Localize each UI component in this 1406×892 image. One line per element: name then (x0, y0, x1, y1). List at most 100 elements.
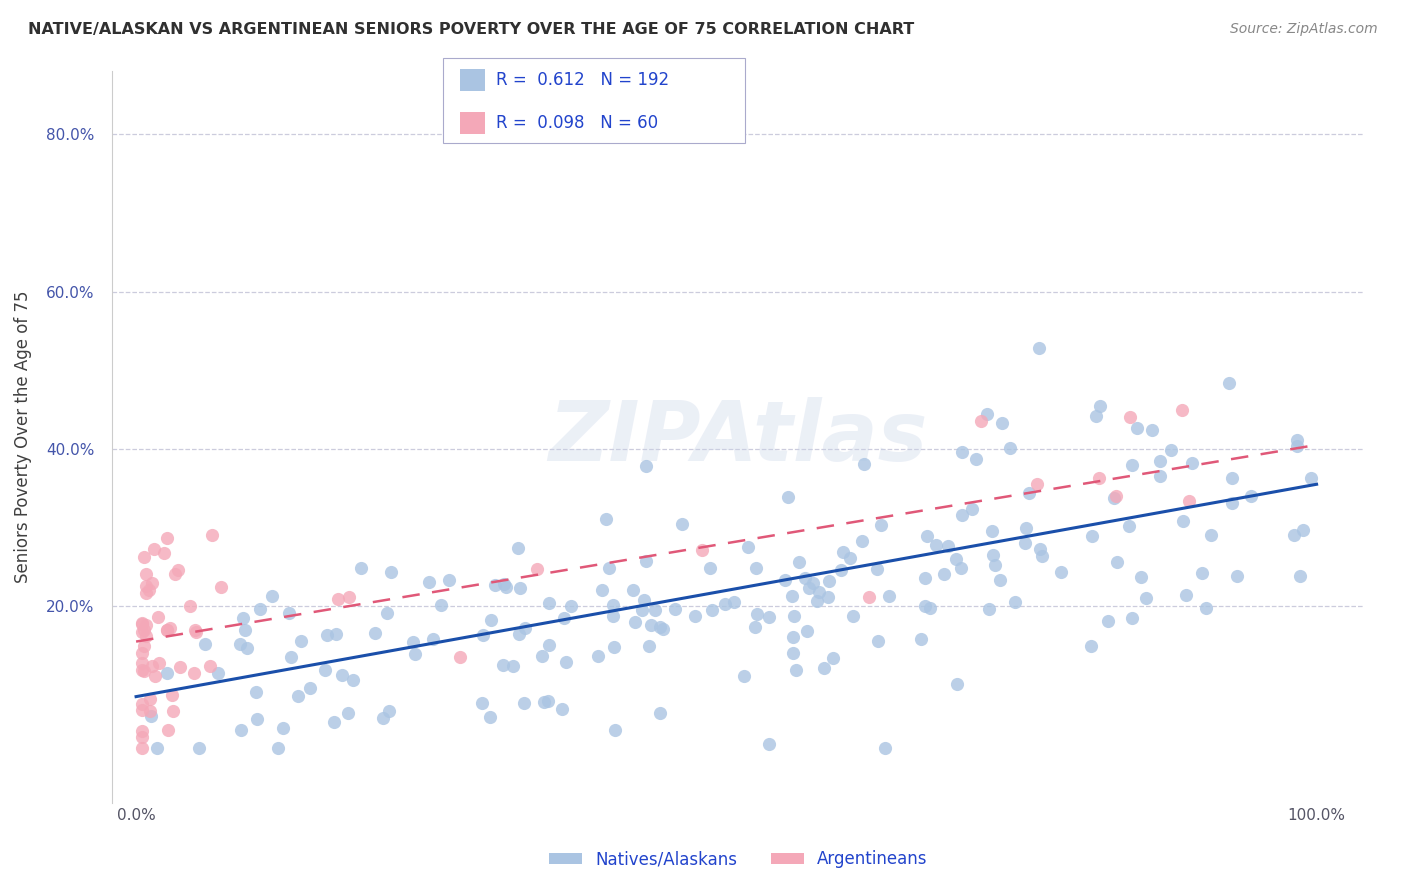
Point (260, 589, 283, 603)
Point (1028, 341, 1050, 355)
Point (139, 704, 162, 718)
Point (184, 625, 207, 640)
Point (1129, 570, 1152, 584)
Point (773, 573, 796, 587)
Point (229, 637, 252, 651)
Point (330, 668, 353, 682)
Point (1292, 523, 1315, 537)
Point (602, 598, 624, 612)
Point (131, 740, 153, 755)
Point (830, 563, 852, 577)
Point (640, 618, 662, 632)
Point (157, 723, 180, 738)
Point (690, 542, 713, 557)
Point (143, 669, 166, 683)
Point (131, 697, 153, 711)
Point (634, 554, 657, 568)
Point (1288, 569, 1310, 583)
Point (134, 623, 156, 637)
Point (714, 598, 737, 612)
Point (1018, 486, 1040, 500)
Point (868, 634, 890, 648)
Point (1121, 611, 1143, 625)
Point (290, 633, 312, 648)
Point (699, 561, 721, 575)
Point (1142, 423, 1164, 437)
Point (131, 625, 153, 640)
Point (950, 445, 973, 459)
Point (785, 663, 807, 677)
Point (782, 630, 804, 644)
Point (429, 599, 451, 613)
Point (554, 655, 576, 669)
Point (315, 628, 337, 642)
Point (949, 561, 972, 575)
Point (960, 502, 983, 516)
Point (1015, 520, 1038, 534)
Point (976, 407, 998, 421)
Point (1160, 443, 1182, 458)
Point (821, 650, 844, 665)
Text: R =  0.612   N = 192: R = 0.612 N = 192 (496, 71, 669, 89)
Point (131, 615, 153, 630)
Point (249, 602, 271, 616)
Point (983, 548, 1005, 562)
Point (484, 578, 506, 592)
Point (1121, 458, 1143, 472)
Point (977, 602, 1000, 616)
Point (314, 664, 336, 678)
Point (747, 607, 769, 621)
Point (744, 560, 766, 574)
Point (233, 623, 256, 637)
Point (449, 650, 471, 665)
Point (553, 611, 575, 625)
Point (602, 608, 624, 623)
Point (817, 590, 839, 604)
Point (758, 610, 780, 624)
Point (794, 571, 817, 585)
Point (131, 646, 153, 660)
Point (1226, 568, 1249, 582)
Point (229, 723, 252, 737)
Point (636, 459, 658, 474)
Point (737, 540, 759, 554)
Point (633, 592, 655, 607)
Point (723, 595, 745, 609)
Point (950, 508, 973, 523)
Point (153, 546, 176, 560)
Point (807, 584, 830, 599)
Point (1080, 639, 1102, 653)
Point (983, 558, 1005, 572)
Point (778, 490, 800, 504)
Point (1085, 409, 1108, 423)
Point (156, 624, 179, 638)
Point (179, 599, 201, 613)
Point (162, 705, 184, 719)
Point (139, 692, 162, 706)
Point (875, 740, 897, 755)
Point (495, 580, 517, 594)
Point (271, 721, 294, 735)
Point (595, 512, 617, 526)
Point (184, 623, 207, 637)
Point (132, 664, 155, 678)
Point (538, 638, 561, 652)
Point (945, 552, 967, 566)
Point (138, 582, 160, 597)
Point (141, 576, 163, 591)
Text: R =  0.098   N = 60: R = 0.098 N = 60 (496, 114, 658, 132)
Point (598, 561, 620, 575)
Point (131, 730, 153, 744)
Point (418, 574, 440, 589)
Point (991, 416, 1014, 430)
Point (858, 590, 880, 604)
Point (246, 712, 269, 726)
Point (1181, 456, 1204, 470)
Point (934, 567, 956, 582)
Point (364, 626, 387, 640)
Point (1119, 410, 1142, 425)
Point (1004, 595, 1026, 609)
Point (422, 632, 444, 646)
Point (131, 616, 153, 631)
Point (591, 582, 613, 597)
